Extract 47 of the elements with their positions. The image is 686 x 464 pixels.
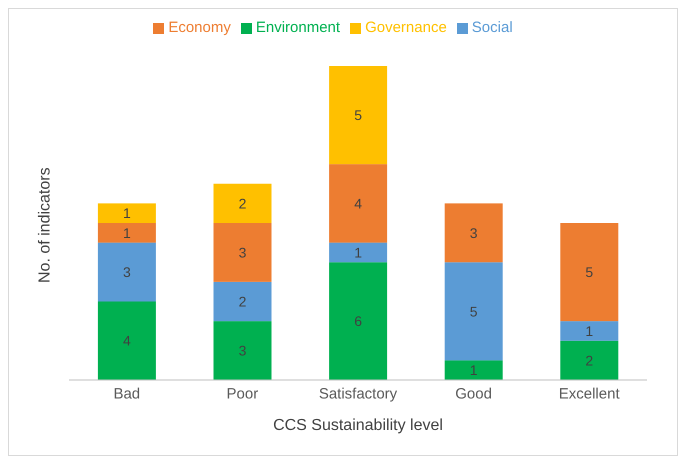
- bar: [329, 242, 388, 262]
- bar: [329, 66, 388, 164]
- data-label: 6: [354, 313, 362, 330]
- bar: [98, 302, 156, 380]
- bar: [98, 203, 156, 223]
- bar: [444, 360, 503, 380]
- data-label: 3: [238, 342, 247, 359]
- data-label: 1: [585, 322, 594, 339]
- data-label: 4: [354, 195, 362, 212]
- legend-label: Environment: [256, 19, 340, 36]
- x-axis-title: CCS Sustainability level: [273, 417, 443, 434]
- x-tick-label: Bad: [113, 386, 140, 403]
- data-label: 4: [123, 332, 131, 349]
- data-label: 1: [123, 205, 131, 222]
- bar: [560, 340, 618, 380]
- x-tick-label: Excellent: [558, 386, 620, 403]
- data-label: 2: [238, 293, 247, 310]
- bar: [444, 262, 503, 360]
- data-label: 5: [470, 303, 478, 320]
- y-axis-title: No. of indicators: [36, 167, 54, 283]
- bar: [98, 223, 156, 243]
- legend-label: Governance: [365, 19, 447, 36]
- bar: [214, 321, 272, 380]
- data-label: 5: [354, 107, 362, 124]
- x-tick-label: Satisfactory: [318, 386, 398, 403]
- x-tick-label: Poor: [226, 386, 258, 403]
- bar: [560, 223, 618, 322]
- bar: [214, 184, 272, 223]
- data-label: 3: [470, 224, 478, 241]
- bar: [560, 321, 618, 341]
- x-tick-label: Good: [455, 386, 492, 403]
- data-label: 1: [123, 224, 131, 241]
- bar: [329, 262, 388, 380]
- bar: [329, 164, 388, 243]
- legend-label: Social: [472, 19, 513, 36]
- data-label: 1: [354, 244, 362, 260]
- data-label: 2: [238, 195, 247, 212]
- data-label: 3: [123, 264, 131, 280]
- bar: [444, 203, 503, 262]
- data-label: 2: [585, 352, 594, 368]
- data-label: 3: [238, 244, 247, 260]
- bar: [214, 223, 272, 282]
- data-label: 1: [470, 362, 478, 378]
- data-label: 5: [585, 264, 594, 280]
- bar: [214, 282, 272, 322]
- bar: [98, 242, 156, 302]
- legend-label: Economy: [168, 19, 231, 36]
